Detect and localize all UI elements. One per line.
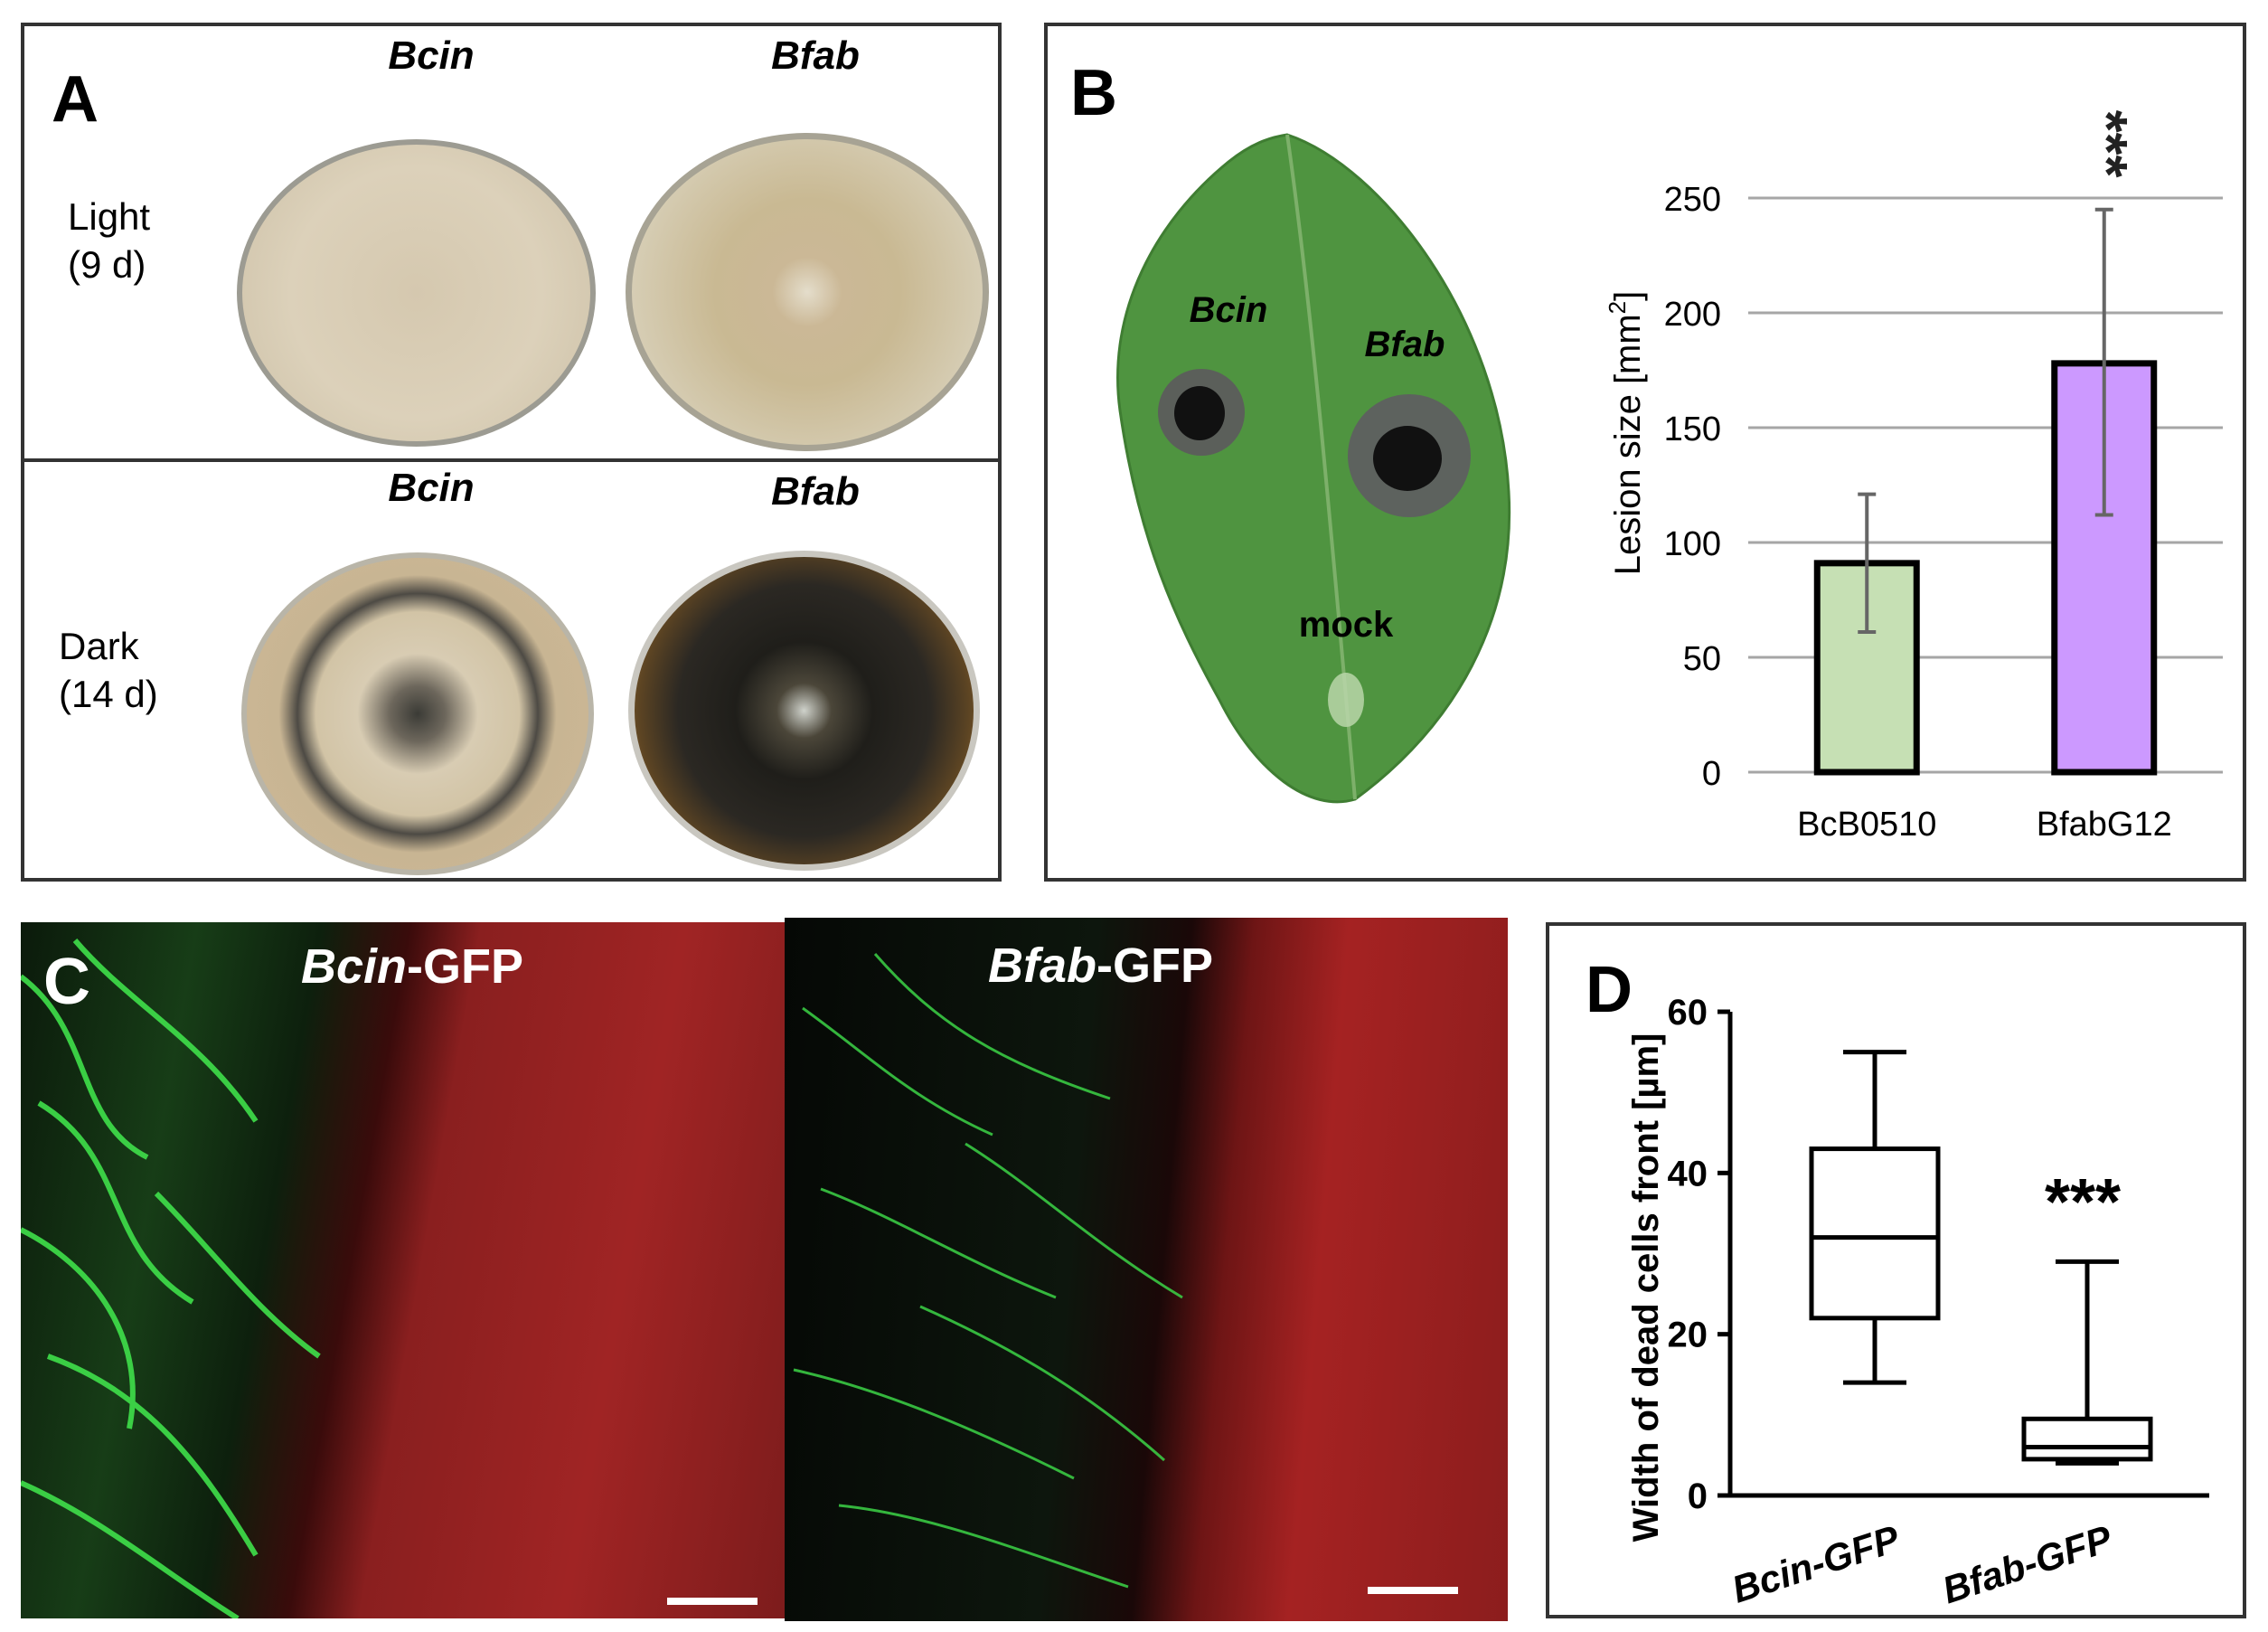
leaf-label-mock: mock	[1298, 605, 1394, 645]
leaf-label-bfab: Bfab	[1364, 325, 1445, 364]
x-tick-label-d: Bfab-GFP	[1937, 1517, 2118, 1612]
panel-a-label: A	[52, 63, 99, 136]
y-tick-label-d: 20	[1668, 1316, 1708, 1355]
light-condition-line2: (9 d)	[68, 242, 146, 286]
box-bcin-gfp	[1809, 1146, 1941, 1321]
y-tick-label-b: 200	[1664, 296, 1721, 334]
significance-marker-b: ***	[2075, 110, 2140, 178]
panel-c-right-title: Bfab-GFP	[988, 938, 1213, 994]
lesion-size-bar-chart: 0 50 100 150 200 250 BcB0510 BfabG12 Lesion si…	[1604, 110, 2223, 844]
y-tick-label-b: 150	[1664, 410, 1721, 448]
dead-cells-box-plot: 0 20 40 60 Bcin-GFP Bfab-GFP Width of dead c…	[1626, 993, 2209, 1612]
panel-c-right-title-species: Bfab	[988, 939, 1096, 993]
y-tick-label-b: 0	[1702, 755, 1721, 793]
panel-c-left-title: Bcin-GFP	[301, 939, 523, 995]
col-label-bfab-dark: Bfab	[771, 469, 860, 514]
panel-c-left-title-suffix: -GFP	[407, 939, 524, 994]
dark-condition-line2: (14 d)	[59, 672, 158, 715]
panel-c-left-title-species: Bcin	[301, 939, 408, 994]
dark-condition-line1: Dark	[59, 625, 139, 667]
col-label-bfab-light: Bfab	[771, 33, 860, 78]
plate-bcin-light	[237, 139, 596, 447]
panel-b: B Bcin Bfab mock 0 50 100 150 200 250 BcB0510…	[1044, 23, 2246, 882]
scale-bar-right	[1368, 1587, 1458, 1594]
x-tick-label-b: BcB0510	[1797, 806, 1936, 844]
panel-a-divider	[24, 458, 998, 462]
leaf-label-bcin: Bcin	[1189, 290, 1268, 330]
x-tick-label-d: Bcin-GFP	[1727, 1517, 1905, 1611]
panel-c-right-title-suffix: -GFP	[1096, 939, 1213, 993]
col-label-bcin-light: Bcin	[388, 33, 475, 78]
y-tick-label-d: 60	[1668, 993, 1708, 1033]
scale-bar-left	[667, 1598, 758, 1605]
x-tick-label-b: BfabG12	[2037, 806, 2172, 844]
y-axis-label-d: Width of dead cells front [µm]	[1626, 1033, 1666, 1542]
y-tick-label-d: 40	[1668, 1154, 1708, 1193]
panel-d: D 0 20 40 60 Bcin-GFP Bfab-GFP Width of dead…	[1546, 922, 2246, 1618]
y-tick-label-b: 100	[1664, 525, 1721, 563]
panel-c-right-micrograph: Bfab-GFP	[785, 918, 1508, 1621]
plate-bfab-dark	[628, 551, 980, 871]
light-condition-label: Light (9 d)	[68, 193, 150, 288]
panel-c-label: C	[43, 946, 90, 1018]
y-axis-label-b: Lesion size [mm2]	[1604, 291, 1648, 576]
panel-d-label: D	[1586, 954, 1633, 1026]
plate-bfab-light	[626, 133, 989, 451]
gfp-hyphae-right	[793, 953, 1183, 1589]
col-label-bcin-dark: Bcin	[388, 466, 475, 510]
gfp-hyphae-left	[21, 939, 321, 1618]
y-tick-label-b: 50	[1683, 640, 1721, 678]
light-condition-line1: Light	[68, 195, 151, 238]
panel-a: A Bcin Bfab Light (9 d) Bcin Bfab Dark (…	[21, 23, 1002, 882]
plate-bcin-dark	[241, 552, 594, 875]
panel-b-label: B	[1070, 57, 1117, 129]
box-bfab-gfp	[2021, 1416, 2153, 1462]
leaf-image	[1116, 133, 1511, 804]
panel-c-left-micrograph: C Bcin-GFP	[21, 922, 785, 1618]
significance-marker-d: ***	[2045, 1166, 2121, 1239]
y-tick-label-b: 250	[1664, 181, 1721, 219]
dark-condition-label: Dark (14 d)	[59, 623, 158, 718]
y-tick-label-d: 0	[1688, 1476, 1708, 1516]
